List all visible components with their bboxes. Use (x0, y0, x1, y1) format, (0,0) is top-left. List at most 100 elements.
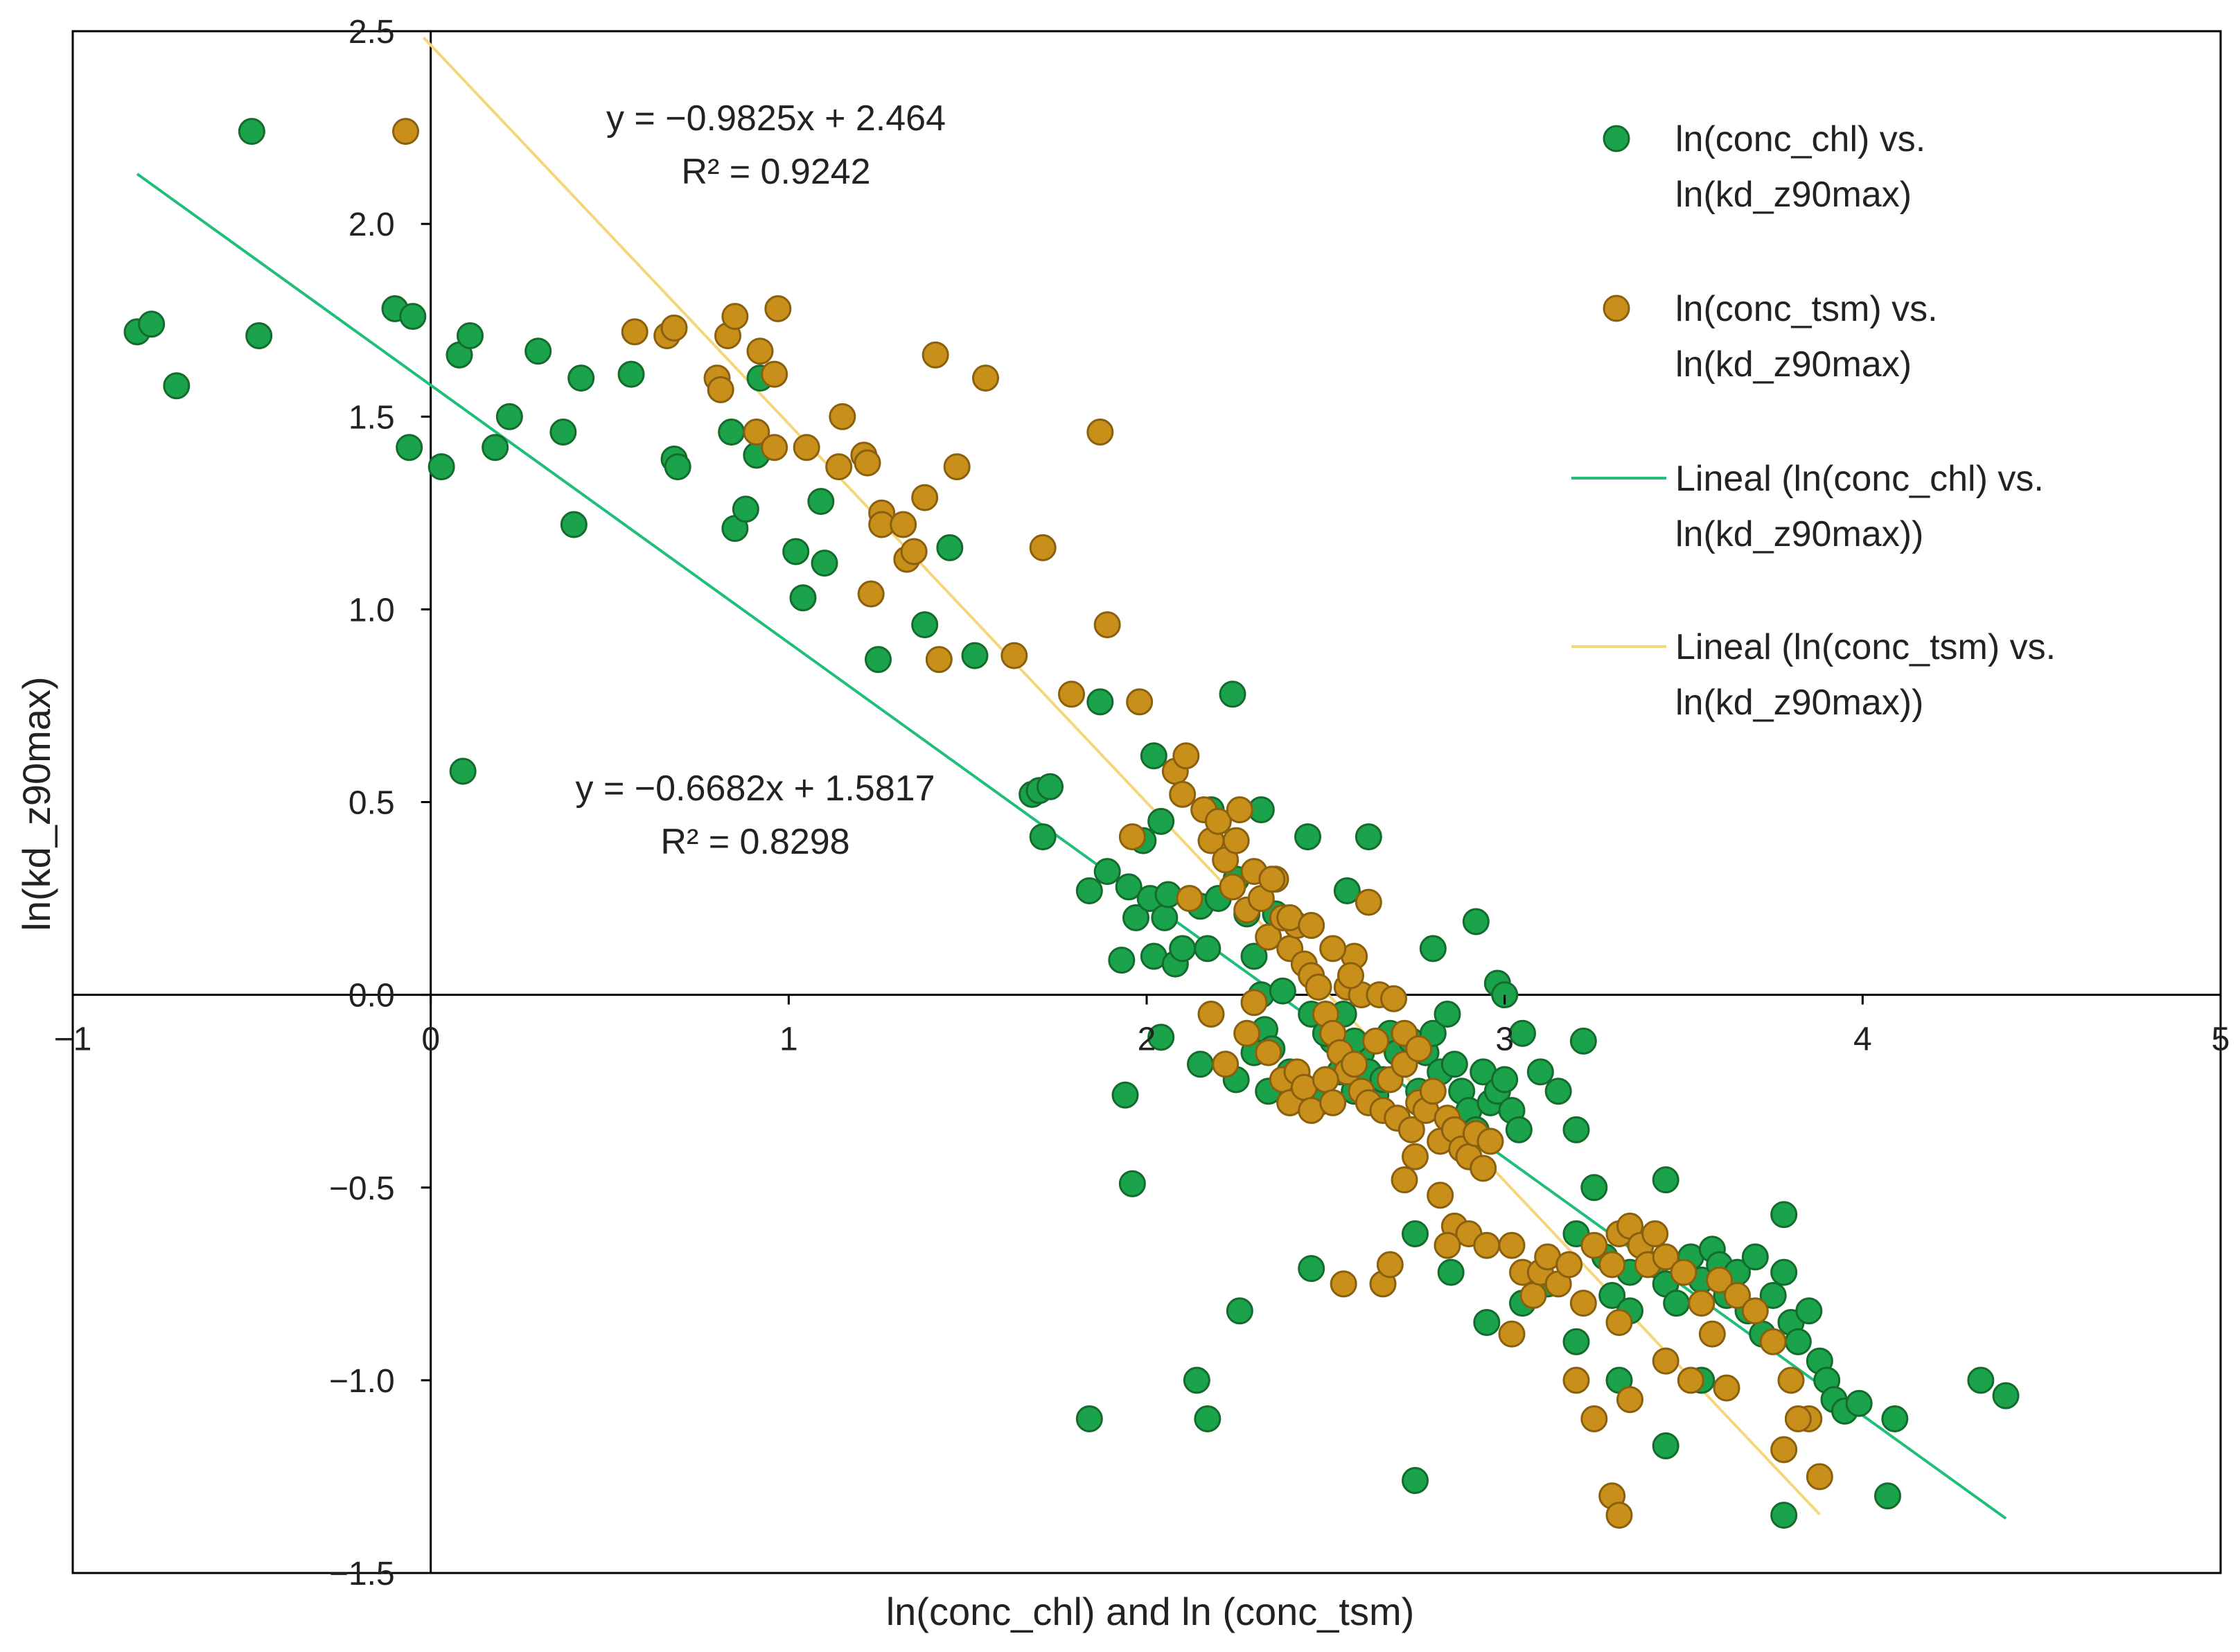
data-point-tsm (1255, 923, 1282, 951)
data-point-tsm (764, 295, 792, 322)
data-point-tsm (1688, 1290, 1716, 1317)
y-tick-label: 1.5 (349, 399, 395, 436)
data-point-tsm (1240, 989, 1268, 1017)
data-point-tsm (1204, 807, 1232, 835)
data-point-chl (1298, 1255, 1325, 1283)
data-point-chl (238, 118, 265, 146)
data-point-chl (1967, 1367, 1995, 1394)
data-point-chl (1562, 1116, 1590, 1143)
data-point-tsm (621, 318, 649, 346)
data-point-tsm (743, 419, 770, 446)
data-point-chl (399, 303, 427, 331)
data-point-tsm (1219, 873, 1246, 901)
data-point-tsm (761, 434, 788, 462)
data-point-chl (1118, 1170, 1146, 1197)
data-point-chl (495, 403, 523, 430)
legend-label-tsm-trend-line2: ln(kd_z90max)) (1675, 683, 1923, 723)
x-tick-label: 3 (1495, 1021, 1514, 1058)
y-tick-label: 2.5 (349, 14, 395, 51)
y-axis-title: ln(kd_z90max) (15, 676, 58, 931)
data-point-tsm (1029, 534, 1057, 561)
data-point-chl (1111, 1081, 1139, 1109)
data-point-tsm (1677, 1367, 1704, 1394)
data-point-tsm (707, 376, 734, 403)
data-point-tsm (825, 453, 853, 481)
data-point-chl (1881, 1405, 1909, 1432)
data-point-tsm (1233, 1019, 1261, 1047)
data-point-tsm (1376, 1251, 1404, 1278)
legend-label-chl-line1: ln(conc_chl) vs. (1675, 119, 1925, 159)
data-point-chl (1269, 977, 1296, 1005)
data-point-tsm (1473, 1231, 1501, 1259)
x-tick-label: 1 (779, 1021, 798, 1058)
data-point-tsm (1397, 1116, 1425, 1143)
data-point-tsm (1598, 1251, 1626, 1278)
data-point-chl (1770, 1201, 1798, 1229)
data-point-tsm (1330, 1270, 1357, 1298)
data-point-tsm (1580, 1231, 1608, 1259)
data-point-chl (718, 419, 746, 446)
data-point-chl (1115, 873, 1143, 901)
x-tick-label: −1 (54, 1021, 92, 1058)
data-point-tsm (890, 511, 917, 538)
legend-marker-chl (1603, 125, 1630, 152)
data-point-chl (1183, 1367, 1210, 1394)
data-point-tsm (1519, 1282, 1547, 1309)
data-point-chl (1795, 1297, 1823, 1325)
data-point-tsm (1641, 1220, 1669, 1247)
data-point-tsm (1806, 1463, 1833, 1491)
data-point-chl (449, 757, 477, 785)
data-point-tsm (829, 403, 856, 430)
data-point-tsm (1698, 1320, 1726, 1348)
data-point-tsm (854, 449, 881, 477)
data-point-tsm (1058, 680, 1085, 708)
data-point-chl (1770, 1258, 1798, 1286)
data-point-chl (1108, 947, 1136, 974)
data-point-tsm (1405, 1035, 1433, 1062)
data-point-tsm (900, 538, 928, 565)
data-point-tsm (1777, 1367, 1805, 1394)
x-tick-label: 4 (1853, 1021, 1872, 1058)
data-point-tsm (1126, 688, 1154, 716)
data-point-tsm (1319, 1089, 1347, 1116)
data-point-tsm (1434, 1231, 1461, 1259)
data-point-tsm (1652, 1347, 1679, 1375)
data-point-tsm (1172, 742, 1200, 770)
data-point-tsm (925, 646, 953, 674)
data-point-tsm (1355, 888, 1382, 916)
data-point-chl (1434, 1000, 1461, 1028)
data-point-chl (865, 646, 892, 674)
tsm-trend-r2: R² = 0.9242 (681, 152, 870, 192)
data-point-tsm (1341, 1051, 1368, 1078)
data-point-tsm (921, 341, 949, 369)
data-point-chl (1194, 935, 1222, 963)
data-point-chl (1437, 1258, 1465, 1286)
legend-label-tsm-line2: ln(kd_z90max) (1675, 344, 1912, 385)
data-point-tsm (972, 364, 999, 392)
data-point-chl (1874, 1482, 1901, 1510)
data-point-tsm (1319, 935, 1347, 963)
data-point-chl (961, 642, 989, 669)
chl-trend-equation: y = −0.6682x + 1.5817 (576, 768, 935, 809)
data-point-chl (1029, 823, 1057, 851)
data-point-tsm (1670, 1258, 1697, 1286)
data-point-chl (1569, 1027, 1597, 1055)
data-point-chl (789, 584, 817, 612)
data-point-chl (1147, 807, 1175, 835)
data-point-tsm (392, 118, 419, 146)
data-point-chl (1562, 1328, 1590, 1355)
data-point-chl (245, 322, 273, 349)
data-point-chl (782, 538, 810, 565)
data-point-tsm (1000, 642, 1028, 669)
data-point-tsm (1337, 962, 1364, 990)
data-point-tsm (1605, 1308, 1633, 1336)
legend-marker-tsm (1603, 295, 1630, 322)
data-point-tsm (1759, 1328, 1787, 1355)
data-point-tsm (1470, 1154, 1497, 1182)
y-tick-label: 2.0 (349, 206, 395, 243)
data-point-tsm (943, 453, 971, 481)
data-point-tsm (1741, 1297, 1769, 1325)
legend-label-chl-trend-line2: ln(kd_z90max)) (1675, 514, 1923, 554)
data-point-chl (1333, 877, 1361, 904)
legend-label-chl-trend-line1: Lineal (ln(conc_chl) vs. (1675, 459, 2044, 499)
